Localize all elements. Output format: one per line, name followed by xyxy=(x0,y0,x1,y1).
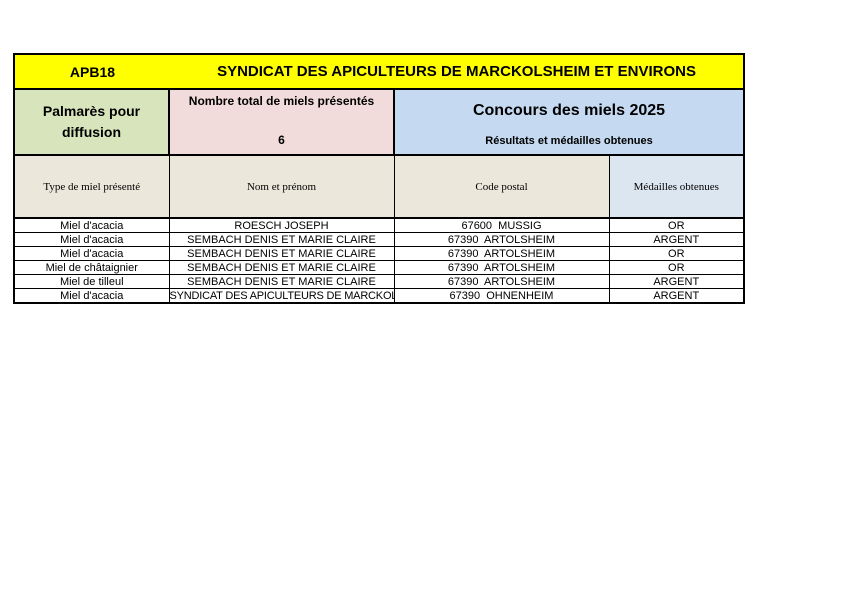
contest-subtitle: Résultats et médailles obtenues xyxy=(485,135,653,147)
medal-cell: OR xyxy=(608,246,745,261)
honey-type-cell: Miel d'acacia xyxy=(13,246,170,261)
medal-cell: OR xyxy=(608,217,745,233)
table-row: Miel de tilleul SEMBACH DENIS ET MARIE C… xyxy=(13,274,745,289)
honey-type-cell: Miel d'acacia xyxy=(13,232,170,247)
name-cell: ROESCH JOSEPH xyxy=(168,217,395,233)
name-cell: SEMBACH DENIS ET MARIE CLAIRE xyxy=(168,232,395,247)
postal-code-cell: 67390 ARTOLSHEIM xyxy=(393,274,610,289)
medal-cell: ARGENT xyxy=(608,232,745,247)
table-row: Miel d'acacia SYNDICAT DES APICULTEURS D… xyxy=(13,288,745,304)
medal-cell: OR xyxy=(608,260,745,275)
medal-cell: ARGENT xyxy=(608,288,745,304)
contest-title: Concours des miels 2025 xyxy=(472,102,666,119)
name-cell: SEMBACH DENIS ET MARIE CLAIRE xyxy=(168,274,395,289)
honey-type-cell: Miel de tilleul xyxy=(13,274,170,289)
total-value: 6 xyxy=(278,133,285,147)
palmares-cell: Palmarès pour diffusion xyxy=(13,88,170,156)
column-header-postal: Code postal xyxy=(393,154,610,219)
table-row: Miel d'acacia SEMBACH DENIS ET MARIE CLA… xyxy=(13,246,745,261)
postal-code-cell: 67390 ARTOLSHEIM xyxy=(393,260,610,275)
honey-type-cell: Miel d'acacia xyxy=(13,217,170,233)
total-label: Nombre total de miels présentés xyxy=(188,94,375,108)
column-header-medal: Médailles obtenues xyxy=(608,154,745,219)
banner-row: APB18 SYNDICAT DES APICULTEURS DE MARCKO… xyxy=(13,53,745,90)
palmares-line1: Palmarès pour xyxy=(42,103,141,119)
postal-code-cell: 67390 ARTOLSHEIM xyxy=(393,232,610,247)
banner-code: APB18 xyxy=(69,63,116,80)
results-sheet: APB18 SYNDICAT DES APICULTEURS DE MARCKO… xyxy=(13,53,746,304)
table-row: Miel de châtaignier SEMBACH DENIS ET MAR… xyxy=(13,260,745,275)
column-header-row: Type de miel présenté Nom et prénom Code… xyxy=(13,154,745,219)
banner-cell: APB18 SYNDICAT DES APICULTEURS DE MARCKO… xyxy=(13,53,745,90)
postal-code-cell: 67600 MUSSIG xyxy=(393,217,610,233)
palmares-line2: diffusion xyxy=(61,124,122,140)
total-cell: Nombre total de miels présentés 6 xyxy=(168,88,395,156)
name-cell: SEMBACH DENIS ET MARIE CLAIRE xyxy=(168,246,395,261)
name-cell: SYNDICAT DES APICULTEURS DE MARCKOLSHEIM xyxy=(168,288,395,304)
postal-code-cell: 67390 ARTOLSHEIM xyxy=(393,246,610,261)
palmares-table: APB18 SYNDICAT DES APICULTEURS DE MARCKO… xyxy=(13,53,746,304)
honey-type-cell: Miel de châtaignier xyxy=(13,260,170,275)
name-cell: SEMBACH DENIS ET MARIE CLAIRE xyxy=(168,260,395,275)
contest-cell: Concours des miels 2025 Résultats et méd… xyxy=(393,88,745,156)
table-row: Miel d'acacia SEMBACH DENIS ET MARIE CLA… xyxy=(13,232,745,247)
honey-type-cell: Miel d'acacia xyxy=(13,288,170,304)
column-header-type: Type de miel présenté xyxy=(13,154,170,219)
postal-code-cell: 67390 OHNENHEIM xyxy=(393,288,610,304)
column-header-name: Nom et prénom xyxy=(168,154,395,219)
table-row: Miel d'acacia ROESCH JOSEPH 67600 MUSSIG… xyxy=(13,217,745,233)
info-row: Palmarès pour diffusion Nombre total de … xyxy=(13,88,745,156)
medal-cell: ARGENT xyxy=(608,274,745,289)
banner-title: SYNDICAT DES APICULTEURS DE MARCKOLSHEIM… xyxy=(217,63,696,80)
